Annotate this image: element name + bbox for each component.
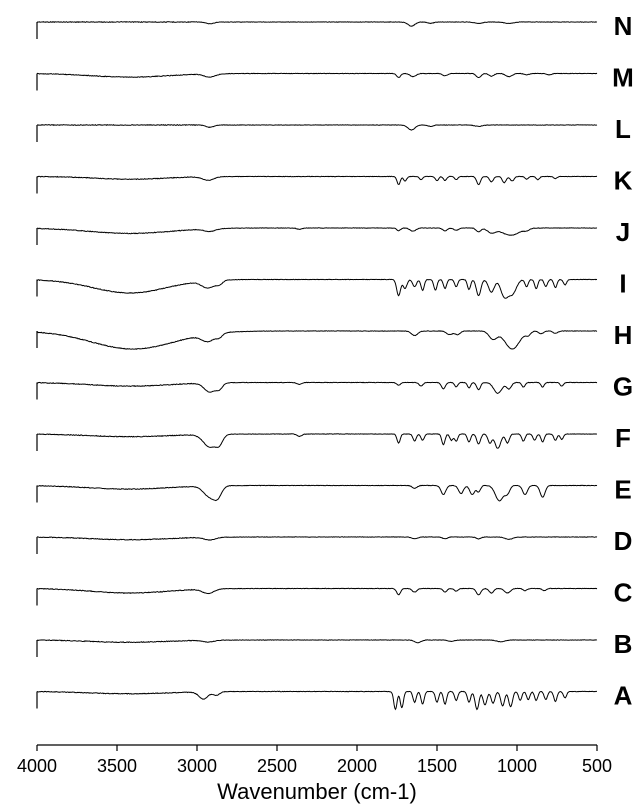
x-ticks: 4000 3500 3000 2500 2000 1500 1000 500 [17, 745, 612, 776]
spectrum-trace-n [36, 20, 598, 27]
x-axis-title: Wavenumber (cm-1) [217, 779, 417, 804]
x-tick-label-3000: 3000 [177, 756, 217, 776]
spectrum-trace-b [36, 639, 598, 644]
series-label-c: C [614, 578, 633, 608]
spectrum-trace-c [36, 587, 598, 596]
spectrum-trace-h [36, 330, 598, 350]
spectrum-trace-g [36, 381, 598, 395]
spectrum-trace-m [36, 72, 598, 79]
series-label-h: H [614, 320, 633, 350]
x-tick-label-4000: 4000 [17, 756, 57, 776]
series-label-a: A [614, 681, 633, 711]
series-label-m: M [612, 63, 634, 93]
spectrum-trace-k [36, 175, 598, 186]
spectrum-trace-f [36, 433, 598, 449]
x-tick-label-2000: 2000 [337, 756, 377, 776]
x-tick-label-1500: 1500 [417, 756, 457, 776]
series-label-d: D [614, 526, 633, 556]
series-label-j: J [616, 217, 630, 247]
x-axis: 4000 3500 3000 2500 2000 1500 1000 500 [17, 744, 612, 776]
spectrum-trace-e [36, 484, 598, 502]
series-label-g: G [613, 372, 633, 402]
x-tick-label-3500: 3500 [97, 756, 137, 776]
series-label-i: I [619, 269, 626, 299]
series-label-k: K [614, 166, 633, 196]
x-tick-label-1000: 1000 [497, 756, 537, 776]
spectrum-trace-l [36, 123, 598, 131]
spectra-traces [36, 20, 598, 711]
series-label-f: F [615, 423, 631, 453]
series-label-l: L [615, 114, 631, 144]
spectrum-trace-i [36, 278, 598, 299]
spectrum-trace-d [36, 536, 598, 541]
series-label-e: E [614, 475, 631, 505]
x-tick-label-500: 500 [582, 756, 612, 776]
spectrum-trace-a [36, 690, 598, 711]
series-label-n: N [614, 11, 633, 41]
spectrum-trace-j [36, 227, 598, 236]
x-tick-label-2500: 2500 [257, 756, 297, 776]
series-label-b: B [614, 629, 633, 659]
